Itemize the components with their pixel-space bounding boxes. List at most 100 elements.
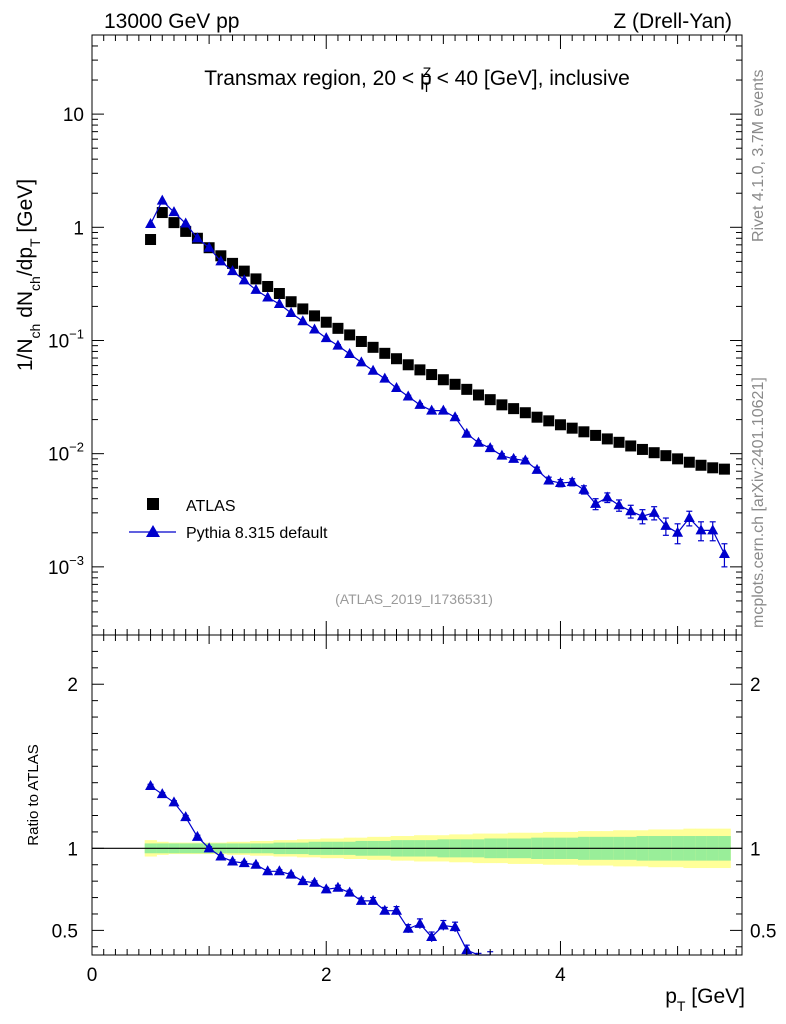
ratio-pythia-point <box>238 857 250 868</box>
pythia-point <box>309 323 321 334</box>
pythia-point <box>543 474 555 485</box>
ratio-ylabel: Ratio to ATLAS <box>25 744 42 845</box>
atlas-point <box>613 436 625 448</box>
atlas-point <box>344 329 356 341</box>
pythia-point <box>519 454 531 465</box>
atlas-point <box>625 440 637 452</box>
pythia-point <box>379 372 391 383</box>
ratio-pythia-point <box>145 779 157 790</box>
atlas-point <box>508 403 520 415</box>
atlas-point <box>461 383 473 395</box>
atlas-point <box>683 456 695 468</box>
atlas-point <box>297 303 309 315</box>
ratio-pythia-point <box>414 917 426 928</box>
pythia-point <box>449 411 461 422</box>
ratio-pythia-point <box>297 875 309 886</box>
pythia-point <box>437 404 449 415</box>
legend-label-pythia: Pythia 8.315 default <box>186 525 328 542</box>
pythia-point <box>367 364 379 375</box>
atlas-point <box>379 347 391 359</box>
atlas-point <box>180 225 192 237</box>
atlas-point <box>402 359 414 371</box>
legend-marker-pythia <box>146 525 160 537</box>
pythia-point <box>707 524 719 535</box>
atlas-point <box>578 426 590 438</box>
atlas-point <box>660 450 672 462</box>
atlas-point <box>227 257 239 269</box>
atlas-point <box>320 316 332 328</box>
ratio-pythia-point <box>262 865 274 876</box>
pythia-point <box>262 291 274 302</box>
atlas-point <box>367 341 379 353</box>
pythia-point <box>554 477 566 488</box>
pythia-point <box>672 526 684 537</box>
pythia-point <box>660 519 672 530</box>
pythia-point <box>531 463 543 474</box>
legend: ATLAS Pythia 8.315 default <box>129 498 328 542</box>
atlas-point <box>648 447 660 459</box>
main-ytick-label: 10−2 <box>48 440 84 466</box>
atlas-point <box>543 415 555 427</box>
atlas-point <box>472 389 484 401</box>
pythia-point <box>613 499 625 510</box>
main-ytick-label: 10−1 <box>48 326 84 352</box>
pythia-point <box>402 390 414 401</box>
pythia-point <box>156 194 168 205</box>
pythia-point <box>191 232 203 243</box>
ratio-pythia-point <box>437 919 449 930</box>
ratio-pythia-point <box>215 850 227 861</box>
atlas-point <box>391 353 403 365</box>
pythia-point <box>145 217 157 228</box>
pythia-point <box>285 306 297 317</box>
atlas-point <box>695 459 707 471</box>
ratio-pythia-point <box>402 922 414 933</box>
header-left: 13000 GeV pp <box>104 10 239 33</box>
atlas-point <box>496 399 508 411</box>
x-axis-label: pT [GeV] <box>665 985 745 1014</box>
ratio-pythia-point <box>367 894 379 905</box>
ratio-pythia-point <box>391 904 403 915</box>
atlas-point <box>554 419 566 431</box>
pythia-point <box>508 452 520 463</box>
pythia-point <box>297 315 309 326</box>
atlas-point <box>636 443 648 455</box>
pythia-point <box>273 298 285 309</box>
ratio-xtick-label: 4 <box>555 965 566 986</box>
pythia-point <box>484 442 496 453</box>
pythia-point <box>590 497 602 508</box>
main-title: Transmax region, 20 < pZ T < 40 [GeV], in… <box>204 64 630 95</box>
pythia-point <box>180 217 192 228</box>
pythia-point <box>461 427 473 438</box>
atlas-point <box>414 364 426 376</box>
main-ytick-label: 10−3 <box>48 553 84 579</box>
ratio-pythia-point <box>285 868 297 879</box>
atlas-point <box>309 310 321 322</box>
atlas-point <box>484 394 496 406</box>
atlas-point <box>601 433 613 445</box>
pythia-point <box>578 483 590 494</box>
mcplots-label: mcplots.cern.ch [arXiv:2401.10621] <box>750 377 767 628</box>
pythia-point <box>355 356 367 367</box>
rivet-label: Rivet 4.1.0, 3.7M events <box>750 69 767 242</box>
ratio-pythia-point <box>426 930 438 941</box>
atlas-point <box>531 411 543 423</box>
ratio-ytick-label-left: 0.5 <box>52 921 78 942</box>
atlas-point <box>250 273 262 285</box>
atlas-point <box>238 265 250 277</box>
ratio-pythia-point <box>355 894 367 905</box>
atlas-point <box>590 429 602 441</box>
pythia-point <box>168 206 180 217</box>
main-ytick-label: 1 <box>73 218 84 239</box>
pythia-point <box>215 255 227 266</box>
pythia-point <box>683 512 695 523</box>
pythia-point <box>227 265 239 276</box>
pythia-point <box>238 274 250 285</box>
atlas-point <box>168 217 180 229</box>
ratio-ytick-label-right: 1 <box>750 839 761 860</box>
ratio-pythia-point <box>227 855 239 866</box>
atlas-point <box>519 407 531 419</box>
ratio-pythia-point <box>379 904 391 915</box>
ratio-pythia-point <box>156 788 168 799</box>
legend-marker-atlas <box>147 498 159 510</box>
